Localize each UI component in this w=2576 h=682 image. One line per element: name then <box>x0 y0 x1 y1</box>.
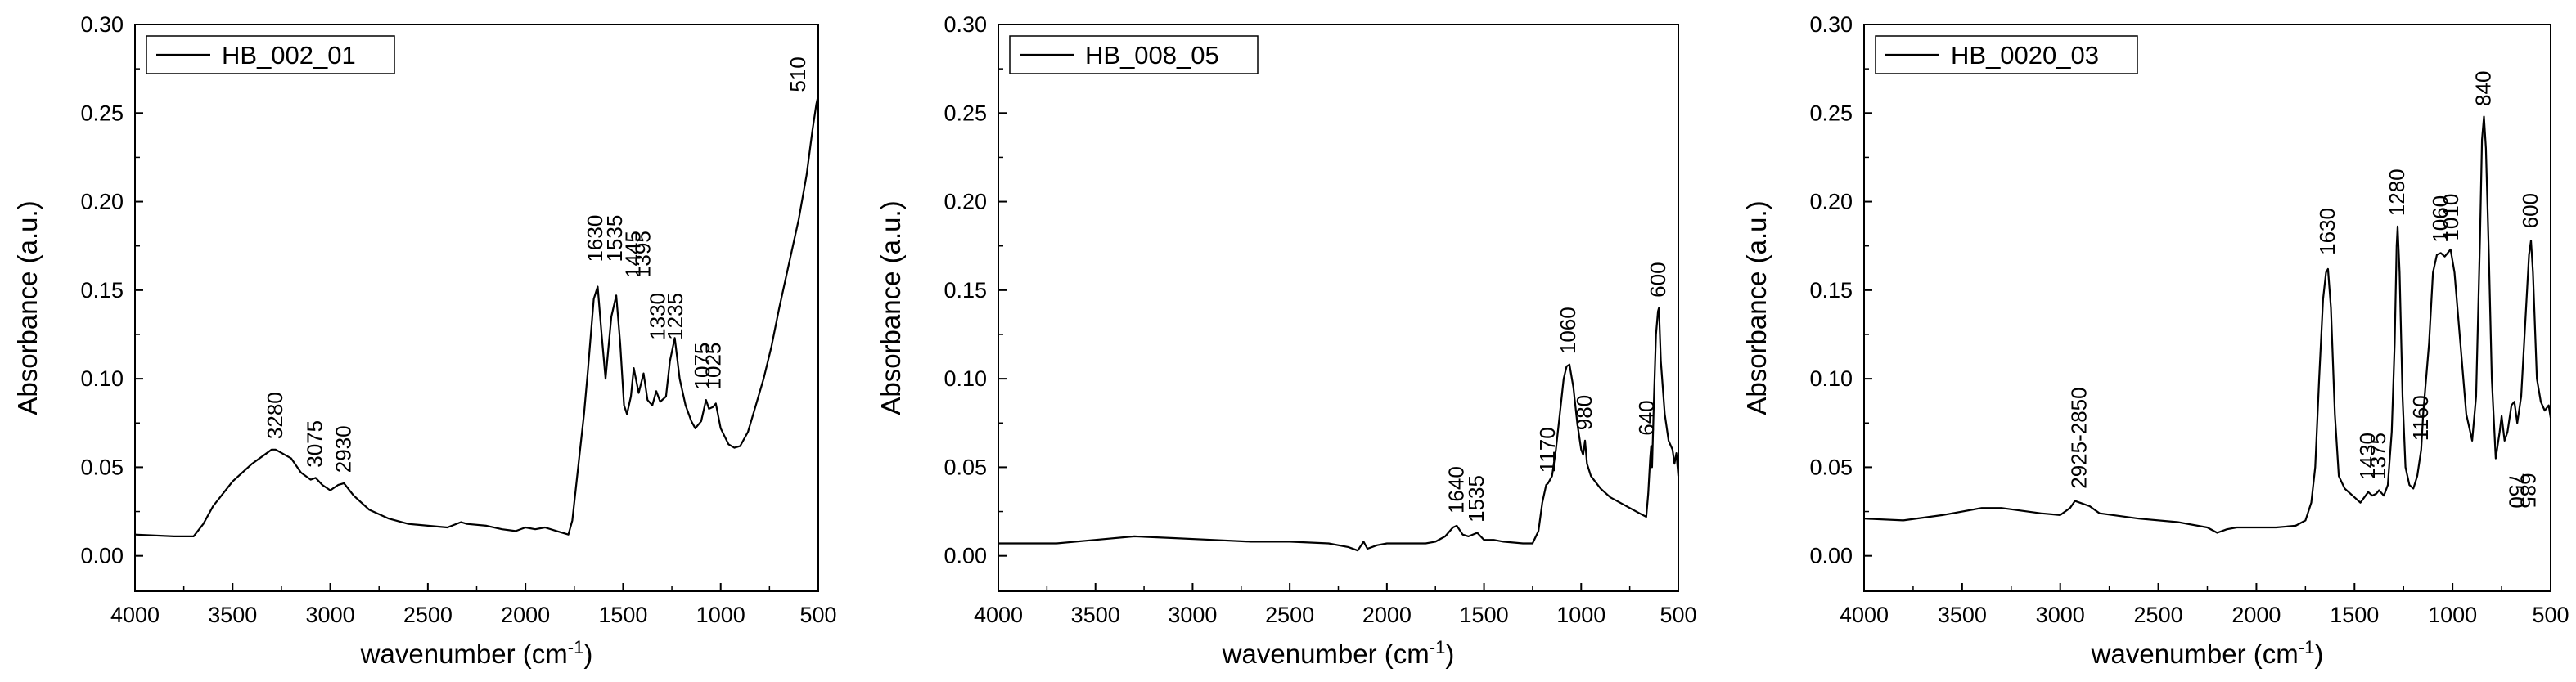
x-tick-label: 4000 <box>1840 603 1889 627</box>
peak-label: 1280 <box>2385 168 2409 216</box>
series-line-1 <box>134 95 820 537</box>
y-tick-label: 0.20 <box>943 190 987 214</box>
peak-label: 1630 <box>583 215 607 262</box>
y-axis-label: Absorbance (a.u.) <box>12 200 43 415</box>
y-tick-label: 0.00 <box>80 544 124 568</box>
x-tick-label: 3500 <box>1938 603 1987 627</box>
y-tick-label: 0.15 <box>80 278 124 303</box>
legend-label: HB_0020_03 <box>1951 41 2099 70</box>
peak-label: 1395 <box>630 231 655 278</box>
x-axis-label: wavenumber (cm-1) <box>2091 637 2324 669</box>
y-tick-label: 0.30 <box>943 12 987 37</box>
x-tick-label: 2000 <box>1362 603 1412 627</box>
y-tick-label: 0.30 <box>80 12 124 37</box>
series-line-1 <box>1863 115 2552 534</box>
peak-label: 1330 <box>645 293 669 340</box>
plot-frame <box>134 24 819 592</box>
x-tick-label: 1500 <box>1460 603 1509 627</box>
peak-label: 1060 <box>2428 195 2452 243</box>
peak-label: 1445 <box>621 231 646 278</box>
x-tick-label: 4000 <box>110 603 160 627</box>
y-tick-label: 0.15 <box>1809 278 1853 303</box>
y-tick-label: 0.05 <box>943 455 987 479</box>
x-axis-label: wavenumber (cm-1) <box>360 637 593 669</box>
peak-label: 1640 <box>1443 466 1468 514</box>
peak-label: 640 <box>1634 400 1659 435</box>
chart-panel-2: 4000 3500 3000 2500 2000 1500 1000 500 0.00 0.05 0… <box>876 12 1697 669</box>
x-tick-label: 1500 <box>598 603 647 627</box>
x-tick-label: 1500 <box>2330 603 2379 627</box>
y-tick-label: 0.30 <box>1809 12 1853 37</box>
y-axis-label: Absorbance (a.u.) <box>1741 200 1772 415</box>
y-tick-label: 0.05 <box>1809 455 1853 479</box>
peak-label: 980 <box>1572 395 1596 430</box>
series-line-1 <box>998 307 1680 552</box>
x-tick-label: 1000 <box>2428 603 2477 627</box>
peak-label: 1060 <box>1556 307 1580 354</box>
x-axis-label: wavenumber (cm-1) <box>1222 637 1455 669</box>
peak-label: 3075 <box>303 420 327 468</box>
y-tick-label: 0.05 <box>80 455 124 479</box>
y-tick-label: 0.25 <box>80 101 124 125</box>
y-tick-label: 0.20 <box>1809 190 1853 214</box>
x-tick-label: 3500 <box>1071 603 1120 627</box>
x-tick-label: 2500 <box>1265 603 1314 627</box>
peak-label: 1630 <box>2315 208 2340 255</box>
legend-label: HB_008_05 <box>1085 41 1219 70</box>
x-tick-label: 2500 <box>403 603 453 627</box>
legend-label: HB_002_01 <box>222 41 356 70</box>
peak-label: 1170 <box>1535 427 1560 473</box>
peak-label: 685 <box>2516 473 2541 508</box>
x-tick-label: 500 <box>799 603 836 627</box>
peak-label: 1025 <box>700 343 725 390</box>
peak-label: 1535 <box>602 215 627 262</box>
x-tick-label: 3500 <box>208 603 257 627</box>
y-tick-label: 0.15 <box>943 278 987 303</box>
peak-label: 510 <box>786 56 810 92</box>
x-tick-label: 1000 <box>1556 603 1605 627</box>
peak-label: 1010 <box>2439 194 2463 241</box>
peak-label: 1160 <box>2408 395 2433 441</box>
y-tick-label: 0.20 <box>80 190 124 214</box>
y-axis-label: Absorbance (a.u.) <box>876 200 906 415</box>
x-tick-label: 2500 <box>2134 603 2183 627</box>
x-tick-label: 4000 <box>974 603 1023 627</box>
peak-label: 1235 <box>663 293 687 340</box>
y-tick-label: 0.25 <box>943 101 987 125</box>
peak-label: 1075 <box>690 343 714 390</box>
x-tick-label: 2000 <box>2231 603 2281 627</box>
peak-label: 840 <box>2470 71 2495 106</box>
x-tick-label: 3000 <box>2036 603 2085 627</box>
peak-label: 600 <box>1646 262 1670 297</box>
peak-label: 1375 <box>2366 433 2390 480</box>
plot-frame <box>1863 24 2551 592</box>
x-tick-label: 500 <box>1660 603 1696 627</box>
peak-label: 2930 <box>331 425 355 473</box>
x-tick-label: 3000 <box>306 603 355 627</box>
chart-panel-1: 4000 3500 3000 2500 2000 1500 1000 500 0.00 0.05 0… <box>12 12 837 669</box>
peak-label: 1430 <box>2355 433 2380 480</box>
y-tick-label: 0.25 <box>1809 101 1853 125</box>
peak-label: 600 <box>2518 193 2542 228</box>
y-tick-label: 0.10 <box>1809 366 1853 391</box>
peak-label: 2925-2850 <box>2067 387 2092 488</box>
x-tick-label: 3000 <box>1168 603 1217 627</box>
y-tick-label: 0.00 <box>1809 544 1853 568</box>
x-tick-label: 1000 <box>696 603 745 627</box>
y-tick-label: 0.10 <box>80 366 124 391</box>
y-tick-label: 0.00 <box>943 544 987 568</box>
chart-panel-3: 4000 3500 3000 2500 2000 1500 1000 500 0.00 0.05 0… <box>1741 12 2569 669</box>
y-tick-label: 0.10 <box>943 366 987 391</box>
peak-label: 3280 <box>263 392 287 439</box>
peak-label: 1535 <box>1464 475 1488 523</box>
peak-label: 750 <box>2504 473 2529 508</box>
x-tick-label: 2000 <box>501 603 550 627</box>
x-tick-label: 500 <box>2532 603 2569 627</box>
